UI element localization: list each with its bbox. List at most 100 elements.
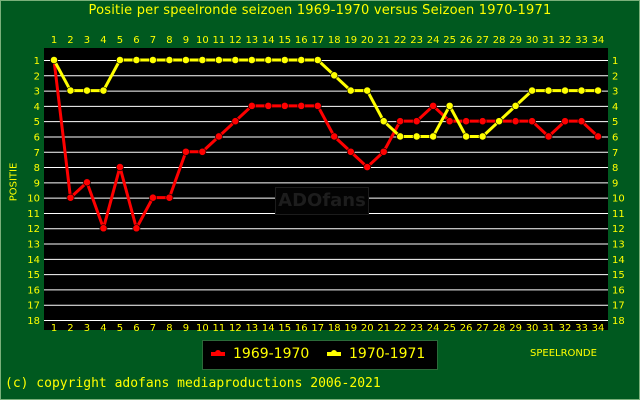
data-point-1970-1971	[577, 86, 586, 95]
data-point-1969-1970	[594, 132, 602, 141]
y-tick-label: 1	[612, 56, 618, 67]
data-point-1969-1970	[544, 132, 553, 141]
y-tick-label: 8	[34, 163, 40, 174]
data-point-1969-1970	[116, 163, 124, 171]
data-point-1969-1970	[264, 101, 273, 110]
data-point-1970-1971	[412, 132, 421, 141]
data-point-1970-1971	[149, 56, 157, 64]
data-point-1969-1970	[445, 117, 454, 126]
y-tick-label: 5	[34, 117, 40, 128]
x-tick-labels-top: 1 2 3 4 5 6 7 8 9 10 11 12 13 14 15 16 17 18 19 20 21 22 23 24 2…	[51, 35, 605, 46]
x-tick-label: 5	[117, 35, 123, 46]
y-tick-label: 11	[27, 209, 40, 220]
x-tick-label: 3	[84, 323, 90, 334]
y-tick-label: 11	[612, 209, 625, 220]
y-tick-label: 14	[612, 255, 625, 266]
data-point-1969-1970	[214, 132, 223, 141]
y-tick-label: 9	[612, 178, 618, 189]
x-tick-label: 32	[559, 323, 572, 334]
x-tick-label: 24	[427, 35, 440, 46]
data-point-1969-1970	[561, 117, 569, 126]
x-tick-label: 30	[526, 35, 539, 46]
data-point-1970-1971	[396, 132, 405, 141]
y-tick-label: 6	[34, 132, 40, 143]
x-tick-label: 9	[183, 323, 189, 334]
y-tick-label: 13	[27, 240, 40, 251]
data-point-1969-1970	[297, 101, 306, 110]
y-tick-label: 5	[612, 117, 618, 128]
x-tick-label: 20	[361, 35, 374, 46]
x-tick-label: 17	[311, 35, 324, 46]
data-point-1969-1970	[280, 101, 289, 110]
y-tick-label: 16	[27, 285, 40, 296]
data-point-1970-1971	[165, 56, 174, 64]
x-tick-label: 20	[361, 323, 374, 334]
y-tick-label: 7	[612, 148, 618, 159]
data-point-1969-1970	[577, 117, 586, 126]
y-tick-label: 2	[612, 71, 618, 82]
data-point-1970-1971	[280, 56, 289, 64]
data-point-1970-1971	[495, 117, 503, 126]
data-point-1970-1971	[429, 132, 438, 141]
x-tick-label: 4	[100, 323, 106, 334]
legend-swatch-red	[211, 350, 225, 356]
x-tick-label: 32	[559, 35, 572, 46]
x-tick-label: 13	[245, 35, 258, 46]
x-tick-label: 23	[410, 323, 423, 334]
x-tick-label: 11	[212, 323, 225, 334]
x-tick-label: 34	[592, 323, 605, 334]
x-tick-label: 24	[427, 323, 440, 334]
x-tick-label: 6	[133, 323, 139, 334]
data-point-1969-1970	[83, 178, 91, 187]
x-tick-label: 11	[212, 35, 225, 46]
data-point-1969-1970	[478, 117, 487, 126]
y-tick-label: 9	[34, 178, 40, 189]
x-tick-label: 15	[278, 323, 291, 334]
x-tick-label: 15	[278, 35, 291, 46]
series-line-1969-1970	[52, 59, 600, 230]
x-tick-label: 7	[150, 35, 156, 46]
legend-swatch-yellow	[327, 350, 341, 356]
series-group	[50, 56, 602, 233]
chart-title: Positie per speelronde seizoen 1969-1970…	[88, 3, 552, 18]
data-point-1970-1971	[297, 56, 306, 64]
data-point-1970-1971	[511, 101, 520, 110]
x-tick-label: 2	[67, 35, 73, 46]
x-tick-label: 30	[526, 323, 539, 334]
x-tick-labels-bottom: 1 2 3 4 5 6 7 8 9 10 11 12 13 14 15 16 17 18 19 20 21 22 23 24 2…	[51, 323, 605, 334]
data-point-1970-1971	[83, 86, 91, 95]
y-tick-label: 2	[34, 71, 40, 82]
data-point-1969-1970	[198, 147, 207, 156]
data-point-1970-1971	[445, 101, 454, 110]
data-point-1969-1970	[181, 147, 190, 156]
data-point-1970-1971	[561, 86, 569, 95]
data-point-1969-1970	[379, 147, 388, 156]
data-point-1969-1970	[346, 147, 355, 156]
x-tick-label: 26	[460, 323, 473, 334]
x-tick-label: 25	[443, 35, 456, 46]
x-tick-label: 8	[166, 323, 172, 334]
copyright-text: (c) copyright adofans mediaproductions 2…	[5, 376, 381, 391]
x-tick-label: 1	[51, 35, 57, 46]
data-point-1969-1970	[313, 101, 322, 110]
y-tick-label: 18	[27, 316, 40, 327]
x-tick-label: 19	[344, 323, 357, 334]
data-point-1970-1971	[50, 56, 58, 64]
x-tick-label: 9	[183, 35, 189, 46]
x-tick-label: 33	[575, 323, 588, 334]
y-tick-label: 3	[612, 87, 618, 98]
y-tick-label: 12	[612, 224, 625, 235]
y-tick-label: 4	[612, 102, 618, 113]
data-point-1970-1971	[116, 56, 124, 64]
x-tick-label: 5	[117, 323, 123, 334]
data-point-1970-1971	[528, 86, 536, 95]
y-tick-label: 8	[612, 163, 618, 174]
x-tick-label: 16	[295, 323, 308, 334]
data-point-1970-1971	[346, 86, 355, 95]
data-point-1969-1970	[363, 163, 372, 171]
watermark-logo: ADOfans	[275, 187, 369, 215]
data-point-1970-1971	[330, 71, 339, 80]
data-point-1970-1971	[214, 56, 223, 64]
data-point-1969-1970	[231, 117, 240, 126]
